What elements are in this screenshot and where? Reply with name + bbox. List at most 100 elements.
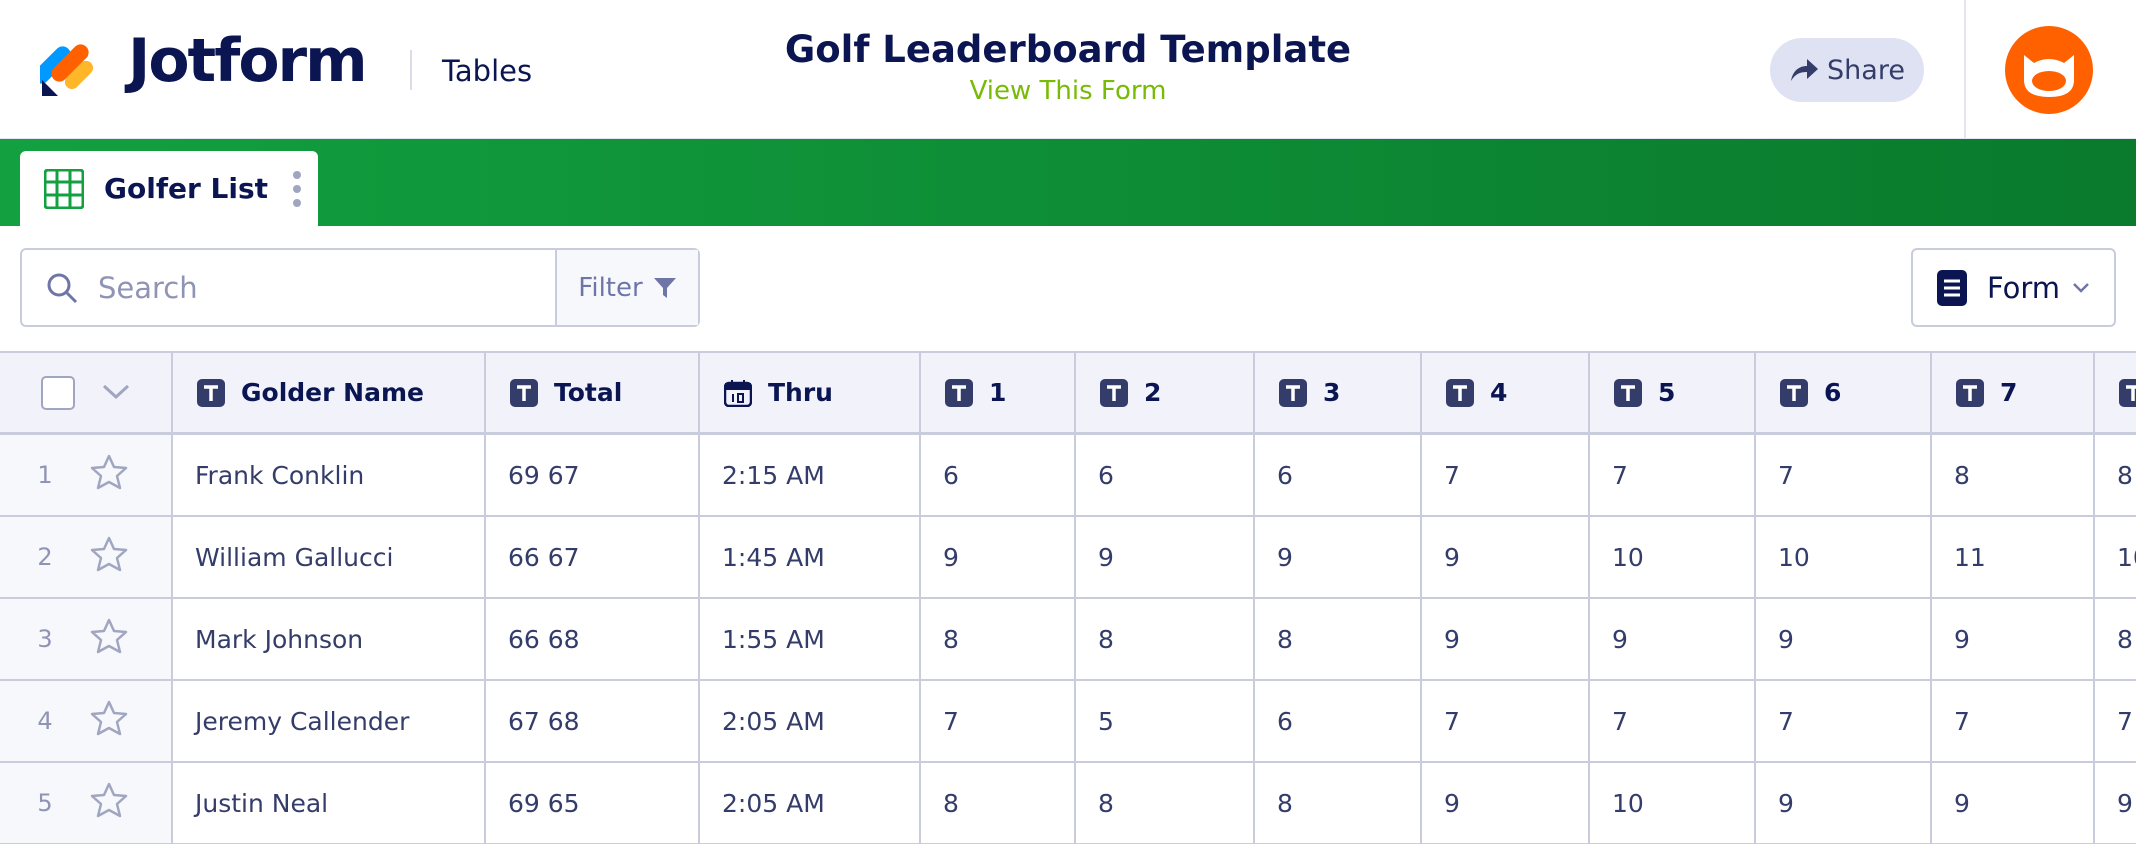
column-header[interactable]: 6 — [1756, 353, 1932, 435]
form-button[interactable]: Form — [1911, 248, 2116, 327]
cell[interactable]: 2:15 AM — [700, 435, 921, 517]
cell[interactable]: 1:45 AM — [700, 517, 921, 599]
cell[interactable]: 6 — [921, 435, 1076, 517]
cell-text: 10 — [1612, 542, 1644, 572]
cell[interactable]: 10 — [1756, 517, 1932, 599]
column-header[interactable]: 5 — [1590, 353, 1756, 435]
table: Golder Name Total Thru 1 2 3 4 5 6 7 1 Frank Conkli… — [0, 351, 2136, 844]
cell[interactable]: 69 65 — [486, 763, 700, 844]
favorite-star[interactable] — [90, 782, 128, 824]
filter-button[interactable]: Filter — [557, 250, 698, 325]
cell-text: 9 — [1778, 624, 1794, 654]
cell-text: 5 — [1098, 706, 1114, 736]
cell[interactable]: Mark Johnson — [173, 599, 486, 681]
cell[interactable]: 8 — [1255, 599, 1422, 681]
cell[interactable]: 9 — [921, 517, 1076, 599]
cell[interactable]: 9 — [1422, 599, 1590, 681]
cell[interactable]: 7 — [1422, 435, 1590, 517]
cell[interactable]: 7 — [1932, 681, 2095, 763]
cell[interactable]: 9 — [1590, 599, 1756, 681]
column-header[interactable]: 7 — [1932, 353, 2095, 435]
cell[interactable]: William Gallucci — [173, 517, 486, 599]
favorite-star[interactable] — [90, 454, 128, 496]
cell[interactable]: 8 — [1076, 763, 1255, 844]
cell-text: 9 — [1444, 542, 1460, 572]
favorite-star[interactable] — [90, 536, 128, 578]
avatar[interactable] — [2004, 25, 2094, 115]
cell[interactable]: 2:05 AM — [700, 763, 921, 844]
row-number: 4 — [37, 707, 53, 735]
share-icon — [1791, 59, 1819, 81]
favorite-star[interactable] — [90, 618, 128, 660]
cell[interactable]: Frank Conklin — [173, 435, 486, 517]
share-button[interactable]: Share — [1770, 38, 1924, 102]
cell[interactable]: 8 — [1932, 435, 2095, 517]
cell[interactable]: 9 — [1422, 763, 1590, 844]
cell[interactable]: 7 — [1590, 681, 1756, 763]
cell[interactable]: 6 — [1076, 435, 1255, 517]
cell[interactable]: 9 — [1076, 517, 1255, 599]
cell[interactable]: 9 — [1255, 517, 1422, 599]
cell-text: 7 — [1778, 460, 1794, 490]
cell[interactable]: 5 — [1076, 681, 1255, 763]
favorite-star[interactable] — [90, 700, 128, 742]
cell[interactable]: 9 — [1422, 517, 1590, 599]
cell[interactable]: Justin Neal — [173, 763, 486, 844]
cell-text: 6 — [1277, 460, 1293, 490]
column-header[interactable]: Thru — [700, 353, 921, 435]
cell[interactable]: 9 — [1756, 763, 1932, 844]
cell[interactable]: 6 — [1255, 435, 1422, 517]
cell[interactable]: 7 — [1756, 681, 1932, 763]
cell[interactable]: 69 67 — [486, 435, 700, 517]
cell[interactable]: 10 — [1590, 517, 1756, 599]
cell[interactable]: 7 — [1590, 435, 1756, 517]
cell-text: 8 — [943, 788, 959, 818]
cell[interactable]: 1:55 AM — [700, 599, 921, 681]
row-number: 2 — [37, 543, 53, 571]
cell[interactable]: 7 — [921, 681, 1076, 763]
logo-mark — [40, 44, 94, 96]
cell[interactable]: 9 — [1932, 763, 2095, 844]
tab-menu[interactable] — [292, 169, 302, 209]
column-header[interactable]: 4 — [1422, 353, 1590, 435]
cell[interactable]: 10 — [2095, 517, 2136, 599]
cell[interactable]: 9 — [1932, 599, 2095, 681]
cell[interactable]: 7 — [1422, 681, 1590, 763]
cell[interactable]: 8 — [921, 599, 1076, 681]
cell[interactable]: 66 67 — [486, 517, 700, 599]
divider — [410, 50, 412, 90]
tab[interactable]: Golfer List — [20, 151, 318, 226]
cell[interactable]: 11 — [1932, 517, 2095, 599]
cell[interactable]: Jeremy Callender — [173, 681, 486, 763]
cell-text: 7 — [2117, 706, 2133, 736]
row-header: 1 — [0, 435, 173, 517]
expand-toggle[interactable] — [101, 378, 131, 407]
select-all-checkbox[interactable] — [40, 375, 75, 410]
cell[interactable]: 8 — [1076, 599, 1255, 681]
cell[interactable]: 7 — [1756, 435, 1932, 517]
column-header[interactable] — [2095, 353, 2136, 435]
cell[interactable]: 6 — [1255, 681, 1422, 763]
cell-text: 10 — [1612, 788, 1644, 818]
cell[interactable]: 8 — [921, 763, 1076, 844]
cell[interactable]: 67 68 — [486, 681, 700, 763]
column-header[interactable]: 3 — [1255, 353, 1422, 435]
cell[interactable]: 10 — [1590, 763, 1756, 844]
view-form-link[interactable]: View This Form — [969, 76, 1167, 106]
column-header[interactable]: Golder Name — [173, 353, 486, 435]
cell[interactable]: 8 — [1255, 763, 1422, 844]
search-box[interactable]: Search — [22, 250, 557, 325]
cell-text: 8 — [1954, 460, 1970, 490]
cell[interactable]: 7 — [2095, 681, 2136, 763]
cell[interactable]: 66 68 — [486, 599, 700, 681]
text-icon — [1100, 378, 1128, 407]
cell[interactable]: 9 — [1756, 599, 1932, 681]
cell[interactable]: 9 — [2095, 763, 2136, 844]
form-icon — [1937, 269, 1967, 306]
cell[interactable]: 2:05 AM — [700, 681, 921, 763]
column-header[interactable]: 1 — [921, 353, 1076, 435]
column-header[interactable]: 2 — [1076, 353, 1255, 435]
cell[interactable]: 8 — [2095, 599, 2136, 681]
cell[interactable]: 8 — [2095, 435, 2136, 517]
column-header[interactable]: Total — [486, 353, 700, 435]
